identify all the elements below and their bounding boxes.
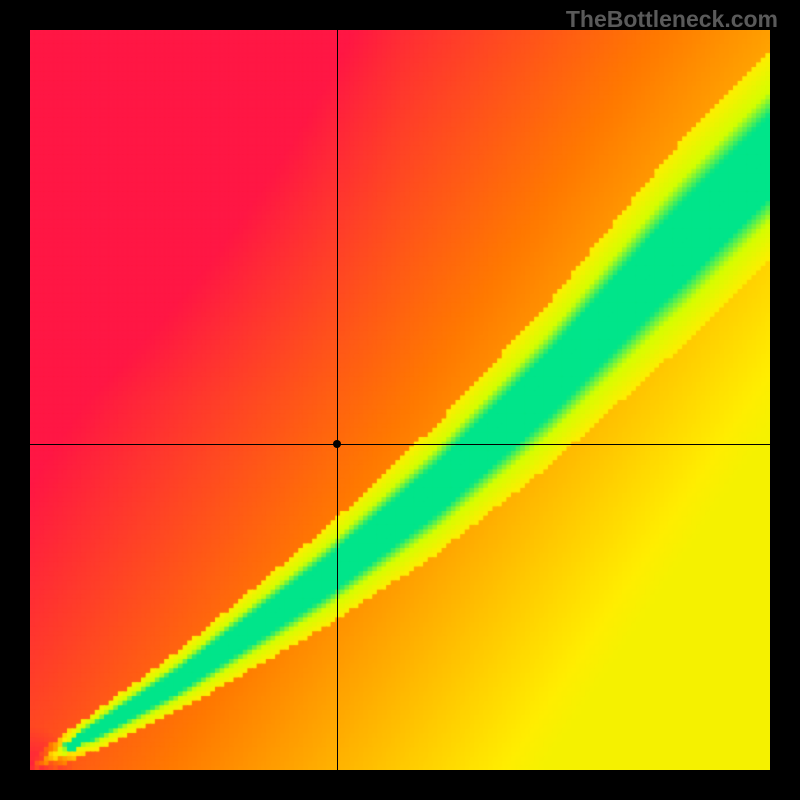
heatmap-plot [30,30,770,770]
crosshair-horizontal [30,444,770,445]
watermark-text: TheBottleneck.com [566,6,778,33]
heatmap-canvas [30,30,770,770]
chart-container: TheBottleneck.com [0,0,800,800]
marker-dot [333,440,341,448]
crosshair-vertical [337,30,338,770]
